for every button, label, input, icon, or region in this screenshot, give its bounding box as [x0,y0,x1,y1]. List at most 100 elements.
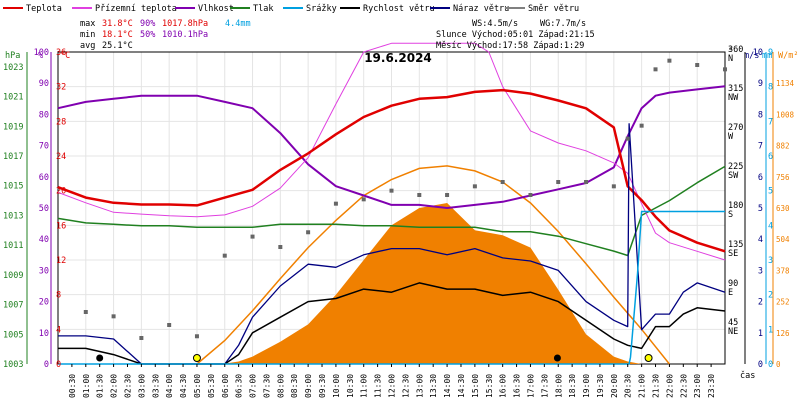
axes: hPa% °C1023102110191017101510131011100910… [3,45,798,398]
tick-label-time: 17:00 [526,374,535,398]
tick-label-humidity: 40 [39,235,49,245]
tick-label-humidity: 0 [44,360,49,370]
tick-label-rain: 1 [768,325,773,335]
tick-label-time: 10:00 [332,374,341,398]
wind-direction-point [361,197,366,202]
stat-max-pres: 1017.8hPa [162,19,208,29]
moon-times: Měsíc Východ:17:58 Západ:1:29 [436,41,584,51]
tick-label-time: 09:00 [304,374,313,398]
temperature-line [57,88,726,253]
tick-label-time: 08:30 [290,374,299,398]
tick-label-time: 01:00 [82,374,91,398]
series-lines [57,42,726,365]
stat-min-label: min [80,30,95,40]
tick-label-direction-compass: N [728,54,733,64]
chart-title: 19.6.2024 [364,51,432,65]
tick-label-time: 20:30 [624,374,633,398]
stat-max-label: max [80,19,95,29]
tick-label-pressure: 1005 [3,330,23,340]
tick-label-rain: 6 [768,152,773,162]
tick-label-wind: 10 [753,48,763,58]
tick-label-time: 12:00 [388,374,397,398]
stat-rain: 4.4mm [225,19,251,29]
wind-direction-point [625,136,630,141]
tick-label-direction-degrees: 360 [728,45,743,55]
tick-label-pressure: 1021 [3,93,23,103]
axis-unit-ms: m/s [744,51,759,61]
tick-label-humidity: 60 [39,173,49,183]
tick-label-direction-degrees: 225 [728,162,743,172]
tick-label-time: 05:00 [193,374,202,398]
tick-label-time: 04:30 [179,374,188,398]
tick-label-temperature: 24 [56,152,66,162]
sunrise-icon [192,354,201,362]
stat-min-pres: 1010.1hPa [162,30,208,40]
tick-label-temperature: 28 [56,117,66,127]
tick-label-solar: 756 [776,173,790,182]
stats-block: max 31.8°C 90% 1017.8hPa 4.4mm min 18.1°… [80,19,251,51]
tick-label-wind: 9 [758,79,763,89]
tick-label-temperature: 16 [56,221,66,231]
tick-label-solar: 630 [776,204,790,213]
tick-label-wind: 5 [758,204,763,214]
tick-label-time: 00:30 [68,374,77,398]
tick-label-time: 22:00 [665,374,674,398]
wind-direction-point [556,180,561,184]
tick-label-humidity: 30 [39,266,49,276]
wind-direction-point [194,334,199,339]
precipitation-line [58,210,725,365]
legend-label-tlak: Tlak [253,4,273,14]
tick-label-direction-compass: W [728,132,734,142]
wind-direction-point [472,184,477,189]
wind-direction-point [667,58,672,63]
tick-label-direction-compass: NE [728,327,738,337]
tick-label-time: 23:00 [693,374,702,398]
tick-label-solar: 1134 [776,79,795,88]
legend-label-vlhkost: Vlhkost [198,4,234,14]
tick-label-rain: 7 [768,117,773,127]
tick-label-wind: 6 [758,173,763,183]
legend: Teplota Přízemní teplota Vlhkost Tlak Sr… [3,4,579,14]
tick-label-direction-degrees: 270 [728,123,743,133]
tick-label-time: 11:00 [360,374,369,398]
tick-label-time: 02:00 [110,374,119,398]
wind-direction-point [83,310,88,314]
tick-label-direction-degrees: 315 [728,84,743,94]
tick-label-time: 19:00 [582,374,591,398]
tick-label-pressure: 1011 [3,241,23,251]
tick-label-solar: 882 [776,142,790,151]
tick-label-rain: 3 [768,256,773,266]
tick-label-solar: 1008 [776,110,795,119]
stat-avg-temp: 25.1°C [102,41,133,51]
humidity-line [57,85,726,209]
tick-label-time: 07:00 [249,374,258,398]
wind-direction-point [333,201,338,206]
tick-label-time: 14:00 [443,374,452,398]
tick-label-time: 10:30 [346,374,355,398]
axis-unit-wm2: W/m² [778,51,798,61]
tick-label-wind: 4 [758,235,763,245]
ground-temperature-line [57,42,726,261]
wind-direction-point [723,67,727,72]
axis-unit-hpa: hPa [5,51,20,61]
tick-label-temperature: 0 [56,360,61,370]
wind-direction-point [528,193,533,197]
tick-label-direction-compass: E [728,288,733,298]
tick-label-direction-compass: SE [728,249,738,259]
tick-label-direction-compass: S [728,210,733,220]
wind-ws: WS:4.5m/s [472,19,518,29]
tick-label-temperature: 8 [56,291,61,301]
tick-label-humidity: 70 [39,142,49,152]
tick-label-wind: 7 [758,142,763,152]
tick-label-wind: 3 [758,266,763,276]
tick-label-solar: 0 [776,360,781,369]
tick-label-solar: 252 [776,298,790,307]
tick-label-wind: 1 [758,329,763,339]
tick-label-humidity: 50 [39,204,49,214]
tick-label-time: 13:30 [429,374,438,398]
wind-sun-info: WS:4.5m/s WG:7.7m/s Slunce Východ:05:01 … [436,19,595,51]
wind-direction-point [167,323,172,327]
tick-label-pressure: 1007 [3,301,23,311]
axis-label-time: čas [740,370,755,381]
tick-label-time: 06:30 [235,374,244,398]
